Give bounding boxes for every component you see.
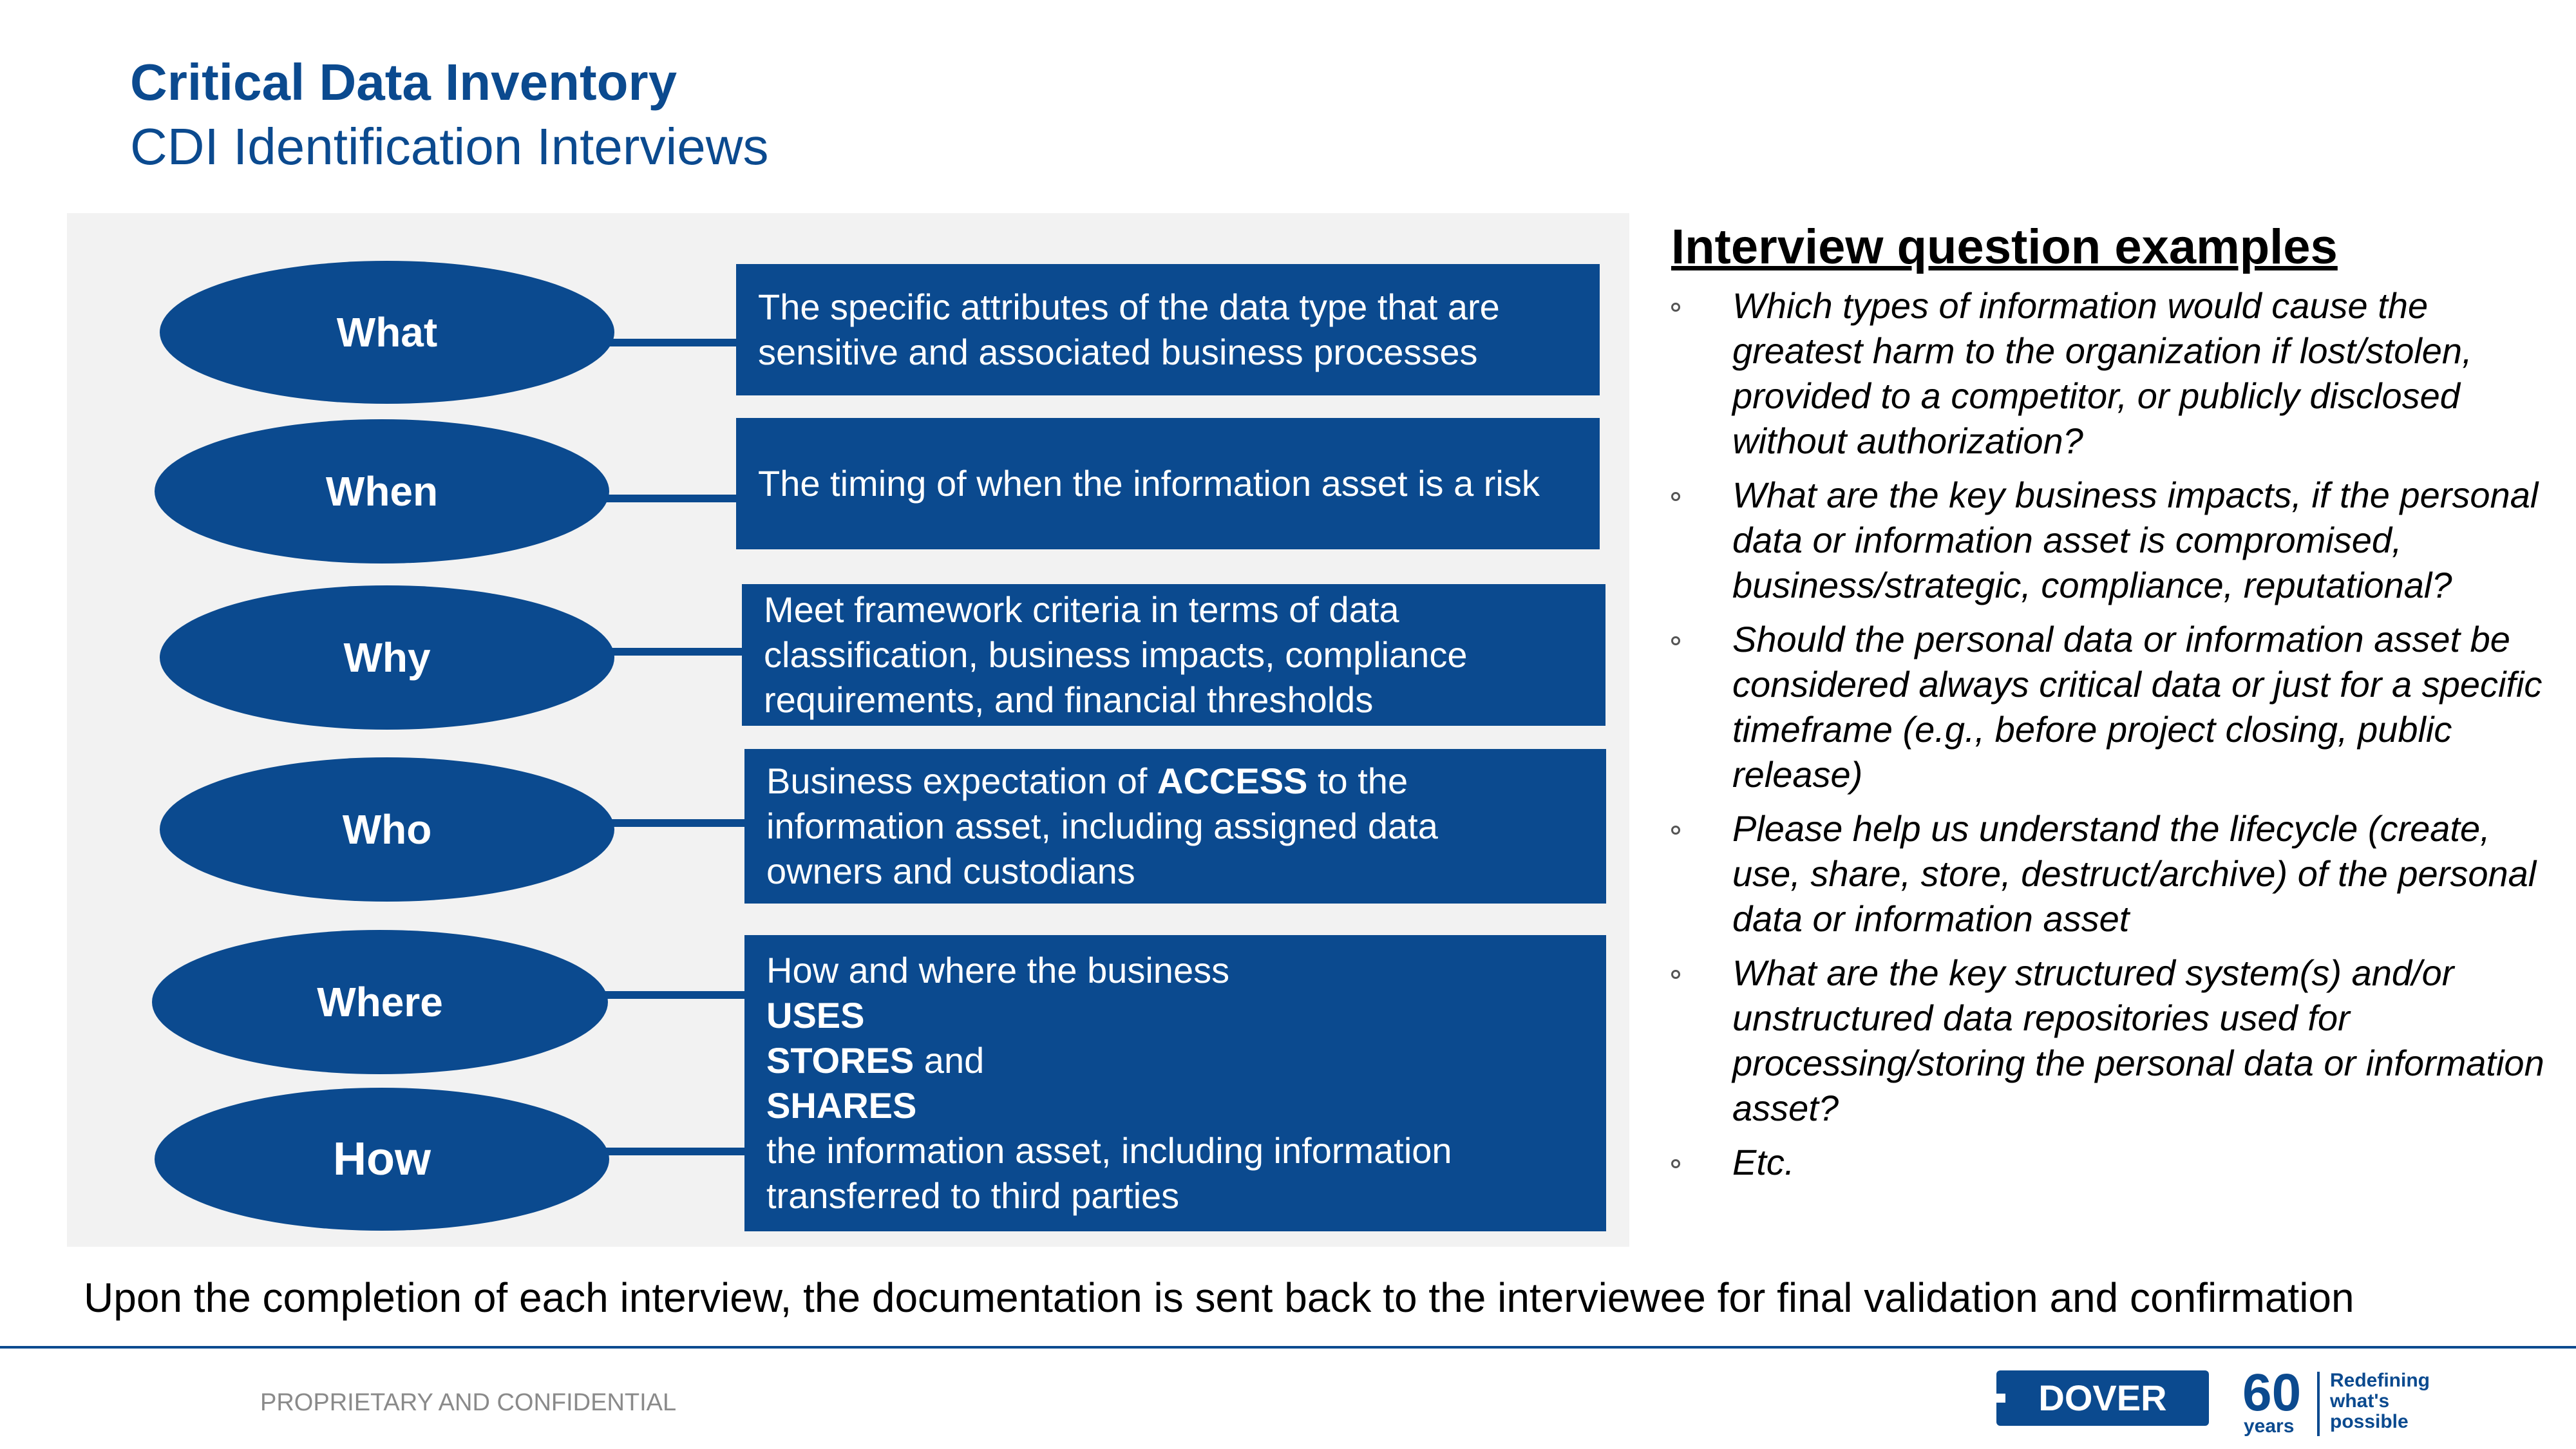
oval-when: When <box>155 419 609 564</box>
footer-divider <box>0 1346 2576 1349</box>
shares-emphasis: SHARES <box>766 1085 917 1126</box>
tagline-line: what's <box>2330 1390 2390 1412</box>
tagline: Redefining what's possible <box>2330 1370 2430 1432</box>
circle-bullet-icon <box>1671 970 1680 979</box>
oval-label: How <box>333 1133 431 1185</box>
access-emphasis: ACCESS <box>1157 761 1308 801</box>
oval-what: What <box>160 261 614 404</box>
question-item: What are the key structured system(s) an… <box>1671 951 2547 1131</box>
circle-bullet-icon <box>1671 636 1680 645</box>
description-line: Business expectation of ACCESS to the <box>766 759 1584 804</box>
anniversary-number: 60 <box>2242 1363 2302 1422</box>
anniversary-unit: years <box>2244 1416 2295 1437</box>
description-line: SHARES <box>766 1083 1584 1128</box>
description-box-where-how: How and where the business USES STORES a… <box>744 935 1606 1231</box>
dover-logo-text: DOVER <box>2038 1378 2166 1418</box>
description-line: requirements, and financial thresholds <box>764 679 1374 720</box>
description-line: How and where the business <box>766 950 1230 990</box>
confidential-label: PROPRIETARY AND CONFIDENTIAL <box>260 1389 677 1416</box>
question-item: Should the personal data or information … <box>1671 617 2547 797</box>
circle-bullet-icon <box>1671 492 1680 501</box>
question-item: Please help us understand the lifecycle … <box>1671 806 2547 942</box>
question-text: What are the key structured system(s) an… <box>1732 952 2544 1128</box>
description-line: USES <box>766 993 1584 1038</box>
question-text: What are the key business impacts, if th… <box>1732 475 2539 605</box>
tagline-line: possible <box>2330 1411 2409 1432</box>
description-line: STORES and <box>766 1038 1584 1083</box>
uses-emphasis: USES <box>766 995 865 1036</box>
question-text: Please help us understand the lifecycle … <box>1732 808 2537 939</box>
stores-emphasis: STORES <box>766 1040 914 1081</box>
oval-label: When <box>325 468 439 515</box>
question-text: Which types of information would cause t… <box>1732 285 2472 461</box>
description-line: transferred to third parties <box>766 1175 1180 1216</box>
circle-bullet-icon <box>1671 826 1680 835</box>
description-line: owners and custodians <box>766 851 1135 891</box>
dover-logo: DOVER <box>1996 1370 2209 1426</box>
description-line: information asset, including assigned da… <box>766 806 1438 846</box>
oval-label: Who <box>342 806 432 853</box>
description-text: to the <box>1307 761 1408 801</box>
description-line: the information asset, including informa… <box>766 1130 1452 1171</box>
questions-list: Which types of information would cause t… <box>1671 283 2547 1194</box>
description-line: sensitive and associated business proces… <box>758 332 1478 372</box>
oval-why: Why <box>160 585 614 730</box>
page-subtitle: CDI Identification Interviews <box>130 118 769 175</box>
conclusion-text: Upon the completion of each interview, t… <box>84 1274 2354 1321</box>
oval-how: How <box>155 1088 609 1231</box>
oval-label: Where <box>317 979 443 1025</box>
description-text: and <box>914 1040 985 1081</box>
question-text: Etc. <box>1732 1142 1795 1182</box>
description-line: Meet framework criteria in terms of data <box>764 589 1399 630</box>
questions-heading: Interview question examples <box>1671 220 2338 274</box>
description-box-when: The timing of when the information asset… <box>736 418 1600 549</box>
description-line: The timing of when the information asset… <box>758 463 1540 504</box>
tagline-divider <box>2317 1372 2320 1436</box>
circle-bullet-icon <box>1671 1159 1680 1168</box>
oval-where: Where <box>152 930 608 1074</box>
description-text: Business expectation of <box>766 761 1158 801</box>
description-line: classification, business impacts, compli… <box>764 634 1468 675</box>
description-line: The specific attributes of the data type… <box>758 287 1500 327</box>
tagline-line: Redefining <box>2330 1370 2430 1391</box>
diagram-panel: What When Why Who Where How The specific… <box>67 213 1629 1247</box>
question-item: What are the key business impacts, if th… <box>1671 473 2547 608</box>
oval-label: What <box>336 309 438 355</box>
oval-label: Why <box>343 634 431 681</box>
question-item: Etc. <box>1671 1140 2547 1185</box>
circle-bullet-icon <box>1671 303 1680 312</box>
oval-who: Who <box>160 757 614 902</box>
question-text: Should the personal data or information … <box>1732 619 2543 795</box>
page-title: Critical Data Inventory <box>130 53 677 111</box>
description-box-who: Business expectation of ACCESS to the in… <box>744 749 1606 904</box>
question-item: Which types of information would cause t… <box>1671 283 2547 464</box>
description-box-why: Meet framework criteria in terms of data… <box>742 584 1605 726</box>
description-box-what: The specific attributes of the data type… <box>736 264 1600 395</box>
